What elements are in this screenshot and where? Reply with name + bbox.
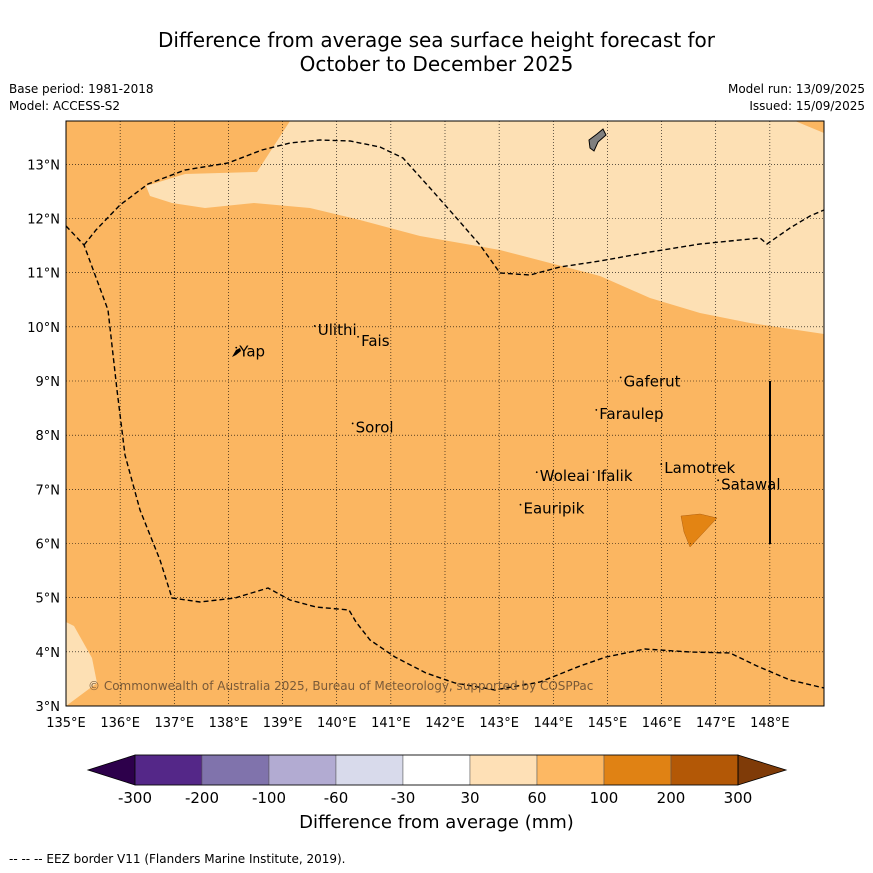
colorbar-segment xyxy=(268,754,337,786)
graticule xyxy=(66,121,824,706)
place-label: Eauripik xyxy=(524,500,585,518)
eez-border-north xyxy=(83,139,824,276)
lon-tick-label: 135°E xyxy=(46,716,86,731)
guam-island xyxy=(588,128,607,152)
lon-tick-label: 140°E xyxy=(317,716,357,731)
island-marker xyxy=(313,325,316,327)
place-label: Fais xyxy=(361,332,390,350)
lat-tick-label: 8°N xyxy=(36,429,61,444)
colorbar: -300 -200 -100 -60 -30 30 60 100 200 300 xyxy=(86,754,788,807)
title-line-2: October to December 2025 xyxy=(299,52,574,76)
colorbar-tick-label: 300 xyxy=(724,789,753,807)
lat-tick-label: 6°N xyxy=(36,538,61,553)
place-label: Ulithi xyxy=(318,321,357,339)
base-period: Base period: 1981-2018 xyxy=(9,82,154,96)
colorbar-tick-label: -30 xyxy=(391,789,416,807)
island-marker xyxy=(535,471,538,474)
place-label: Sorol xyxy=(356,418,394,436)
lon-tick-label: 137°E xyxy=(155,716,195,731)
lon-tick-label: 143°E xyxy=(479,716,519,731)
colorbar-segment xyxy=(201,754,270,786)
lon-tick-label: 145°E xyxy=(588,716,628,731)
colorbar-segment xyxy=(402,754,471,786)
colorbar-tick-label: 100 xyxy=(590,789,619,807)
lat-tick-label: 9°N xyxy=(36,375,61,390)
lat-tick-label: 5°N xyxy=(36,592,61,607)
lat-tick-label: 11°N xyxy=(27,267,60,282)
anomaly-dark-patch xyxy=(680,513,718,548)
colorbar-segment xyxy=(536,754,605,786)
meta-right: Model run: 13/09/2025 Issued: 15/09/2025 xyxy=(728,81,865,115)
model-run: Model run: 13/09/2025 xyxy=(727,82,865,96)
place-label: Satawal xyxy=(721,475,780,493)
colorbar-tick-label: -300 xyxy=(118,789,152,807)
island-marker xyxy=(717,479,720,482)
lon-tick-label: 136°E xyxy=(100,716,140,731)
copyright-text: © Commonwealth of Australia 2025, Bureau… xyxy=(88,679,593,693)
lat-tick-label: 12°N xyxy=(27,213,60,228)
colorbar-tick-label: -100 xyxy=(252,789,286,807)
model-name: Model: ACCESS-S2 xyxy=(9,99,121,113)
island-marker xyxy=(660,463,663,465)
lat-tick-label: 4°N xyxy=(36,646,61,661)
axis-ticks: 135°E 136°E 137°E 138°E 139°E 140°E 141°E 142°E… xyxy=(27,158,789,731)
island-marker xyxy=(595,409,598,411)
lon-tick-label: 142°E xyxy=(425,716,465,731)
colorbar-segment xyxy=(670,754,739,786)
colorbar-tick-label: 200 xyxy=(657,789,686,807)
colorbar-min-extend xyxy=(86,754,136,786)
place-label: Yap xyxy=(238,343,265,361)
colorbar-segment xyxy=(469,754,538,786)
lon-tick-label: 146°E xyxy=(642,716,682,731)
colorbar-max-extend xyxy=(737,754,788,786)
colorbar-tick-label: 60 xyxy=(527,789,546,807)
colorbar-tick-label: -60 xyxy=(324,789,349,807)
place-label: Faraulep xyxy=(599,405,663,423)
island-marker xyxy=(519,503,522,506)
meta-left: Base period: 1981-2018 Model: ACCESS-S2 xyxy=(9,81,154,115)
lon-tick-label: 138°E xyxy=(209,716,249,731)
map-title: Difference from average sea surface heig… xyxy=(0,28,873,76)
colorbar-segment xyxy=(134,754,203,786)
issued-date: Issued: 15/09/2025 xyxy=(749,99,865,113)
lon-tick-label: 139°E xyxy=(263,716,303,731)
lon-tick-label: 147°E xyxy=(696,716,736,731)
colorbar-tick-label: 30 xyxy=(460,789,479,807)
place-label: Ifalik xyxy=(597,467,633,485)
place-label: Lamotrek xyxy=(664,459,735,477)
lat-tick-label: 7°N xyxy=(36,483,61,498)
lat-tick-label: 3°N xyxy=(36,700,61,715)
island-marker xyxy=(592,471,595,474)
colorbar-frame xyxy=(134,754,739,786)
place-label: Woleai xyxy=(540,467,590,485)
map-frame xyxy=(65,120,825,707)
yap-island xyxy=(232,348,241,357)
colorbar-segment xyxy=(335,754,404,786)
lon-tick-label: 148°E xyxy=(750,716,790,731)
anomaly-light-region-north xyxy=(146,121,824,334)
place-label: Gaferut xyxy=(624,372,681,390)
lon-tick-label: 144°E xyxy=(534,716,574,731)
colorbar-label: Difference from average (mm) xyxy=(299,812,574,833)
island-marker xyxy=(235,346,238,349)
colorbar-segment xyxy=(603,754,672,786)
lat-tick-label: 10°N xyxy=(27,321,60,336)
colorbar-tick-label: -200 xyxy=(185,789,219,807)
lon-tick-label: 141°E xyxy=(371,716,411,731)
lat-tick-label: 13°N xyxy=(27,158,60,173)
anomaly-light-region-south xyxy=(66,622,97,706)
island-marker xyxy=(357,335,359,338)
title-line-1: Difference from average sea surface heig… xyxy=(157,28,716,52)
island-marker xyxy=(619,376,622,379)
island-marker xyxy=(351,422,354,425)
footer-note: -- -- -- EEZ border V11 (Flanders Marine… xyxy=(9,852,346,866)
